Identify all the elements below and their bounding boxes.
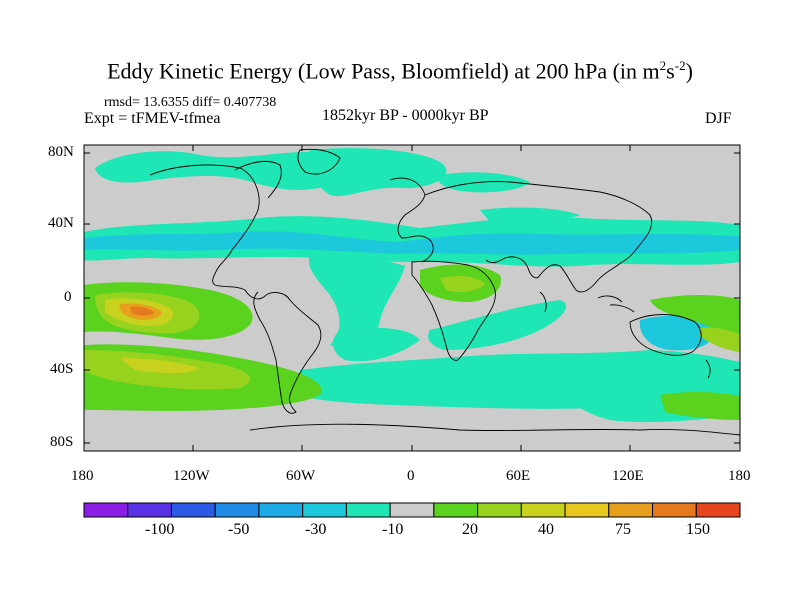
colorbar-box xyxy=(258,502,304,518)
lon-label-120w: 120W xyxy=(173,468,210,484)
contour-neg-asia-strip xyxy=(480,207,580,223)
colorbar-box xyxy=(608,502,654,518)
contour-neg-siberia xyxy=(438,172,530,193)
experiment-label: Expt = tFMEV-tfmea xyxy=(84,110,221,127)
plot-title: Eddy Kinetic Energy (Low Pass, Bloomfiel… xyxy=(107,58,693,84)
contour-neg-arctic xyxy=(95,151,339,190)
lon-label-60w: 60W xyxy=(286,468,316,484)
contour-neg-arctic-east xyxy=(306,148,447,197)
colorbar-box xyxy=(345,502,391,518)
colorbar-box xyxy=(564,502,610,518)
colorbar-box xyxy=(695,502,741,518)
colorbar-label: 40 xyxy=(538,521,554,538)
colorbar-label: -30 xyxy=(305,521,327,538)
lat-label-80n: 80N xyxy=(48,144,74,160)
contour-pos-australia xyxy=(639,315,715,351)
axis-ticks xyxy=(84,145,740,451)
colorbar-box xyxy=(433,502,479,518)
map-fill-layer xyxy=(84,145,740,451)
lat-label-40n: 40N xyxy=(48,215,74,231)
contour-neg-atlantic-tongue xyxy=(308,254,405,347)
colorbar-label: 150 xyxy=(686,521,710,538)
lon-label-180w: 180 xyxy=(71,468,94,484)
lon-label-0: 0 xyxy=(407,468,415,484)
contour-pos-south-pacific-core xyxy=(120,358,200,374)
contour-neg-indian xyxy=(428,300,567,350)
colorbar-box xyxy=(127,502,172,518)
colorbar-label: 75 xyxy=(615,521,631,538)
colorbar-box xyxy=(477,502,522,518)
season-label: DJF xyxy=(705,110,732,127)
contour-pos-africa-inner xyxy=(440,276,485,292)
lat-label-40s: 40S xyxy=(50,361,74,377)
colorbar-box xyxy=(214,502,260,518)
contour-pos-far-south xyxy=(660,392,740,420)
colorbar-box xyxy=(520,502,566,518)
lon-label-60e: 60E xyxy=(506,468,531,484)
coastlines xyxy=(149,148,740,436)
contour-neg-south-atlantic xyxy=(333,327,420,362)
colorbar-box xyxy=(170,502,216,518)
colorbar-label: -100 xyxy=(145,521,175,538)
colorbar-label: -50 xyxy=(228,521,250,538)
colorbar-box xyxy=(83,502,129,518)
colorbar-label: 20 xyxy=(462,521,478,538)
colorbar-label: -10 xyxy=(382,521,404,538)
contour-neg-midlat-core xyxy=(84,231,740,255)
stats-text: rmsd= 13.6355 diff= 0.407738 xyxy=(104,95,277,110)
colorbar-box xyxy=(302,502,347,518)
lon-label-180e: 180 xyxy=(728,468,751,484)
colorbar-box xyxy=(389,502,435,518)
colorbar-box xyxy=(652,502,697,518)
contour-pos-east-pacific-inner xyxy=(700,327,740,352)
lat-label-80s: 80S xyxy=(50,434,74,450)
lat-label-eq: 0 xyxy=(64,289,72,305)
period-label: 1852kyr BP - 0000kyr BP xyxy=(322,107,489,124)
contour-pos-pacific-core3 xyxy=(130,306,154,316)
lon-label-120e: 120E xyxy=(612,468,644,484)
colorbar xyxy=(83,502,741,518)
